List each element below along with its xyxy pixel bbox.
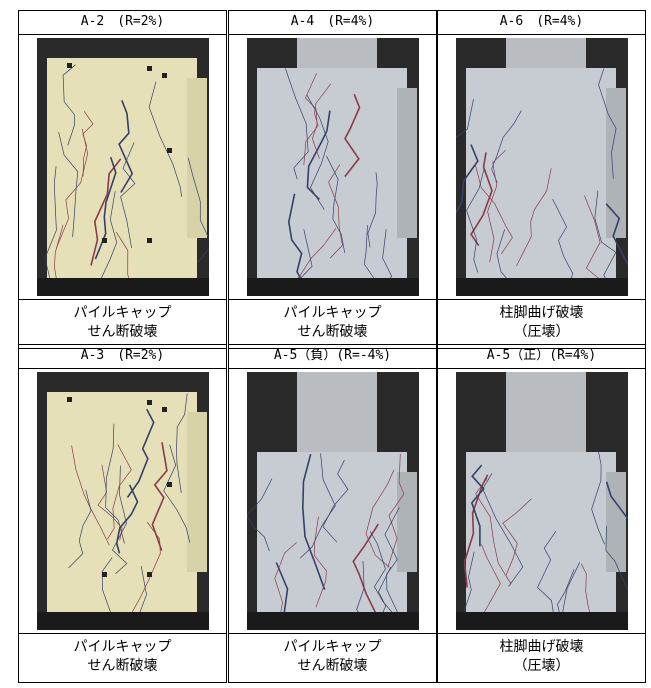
cell-caption: 柱脚曲げ破壊 （圧壊） xyxy=(438,634,645,682)
caption-line: （圧壊） xyxy=(513,324,570,340)
caption-line: せん断破壊 xyxy=(297,324,368,340)
cell-header: A-6 (R=4%) xyxy=(438,11,645,35)
cell-caption: パイルキャップ せん断破壊 xyxy=(229,634,436,682)
specimen-photo xyxy=(246,38,419,296)
specimen-photo xyxy=(246,372,419,630)
caption-line: せん断破壊 xyxy=(297,658,368,674)
photo-frame xyxy=(19,369,226,634)
table-cell: A-4 (R=4%) パイルキャップ せん断破壊 xyxy=(228,10,437,349)
cell-header: A-2 (R=2%) xyxy=(19,11,226,35)
caption-line: パイルキャップ xyxy=(73,639,172,655)
table-cell: A-2 (R=2%) パイルキャップ せん断破壊 xyxy=(18,10,227,349)
caption-line: 柱脚曲げ破壊 xyxy=(499,305,584,321)
specimen-photo xyxy=(36,372,209,630)
table-cell: A-3 (R=2%) パイルキャップ せん断破壊 xyxy=(18,344,227,683)
cell-caption: パイルキャップ せん断破壊 xyxy=(229,300,436,348)
caption-line: パイルキャップ xyxy=(283,305,382,321)
cell-header: A-5（負）(R=-4%) xyxy=(229,345,436,369)
photo-frame xyxy=(229,369,436,634)
cell-header: A-4 (R=4%) xyxy=(229,11,436,35)
cell-caption: 柱脚曲げ破壊 （圧壊） xyxy=(438,300,645,348)
cell-header: A-3 (R=2%) xyxy=(19,345,226,369)
table-cell: A-5（負）(R=-4%) パイルキャップ せん断破壊 xyxy=(228,344,437,683)
specimen-photo xyxy=(455,372,628,630)
photo-frame xyxy=(438,35,645,300)
caption-line: パイルキャップ xyxy=(73,305,172,321)
photo-frame xyxy=(19,35,226,300)
caption-line: せん断破壊 xyxy=(87,324,158,340)
specimen-photo xyxy=(455,38,628,296)
cell-caption: パイルキャップ せん断破壊 xyxy=(19,300,226,348)
caption-line: 柱脚曲げ破壊 xyxy=(499,639,584,655)
table-cell: A-6 (R=4%) 柱脚曲げ破壊 （圧壊） xyxy=(437,10,646,349)
caption-line: （圧壊） xyxy=(513,658,570,674)
caption-line: せん断破壊 xyxy=(87,658,158,674)
specimen-photo xyxy=(36,38,209,296)
table-cell: A-5（正）(R=4%) 柱脚曲げ破壊 （圧壊） xyxy=(437,344,646,683)
photo-frame xyxy=(438,369,645,634)
caption-line: パイルキャップ xyxy=(283,639,382,655)
cell-caption: パイルキャップ せん断破壊 xyxy=(19,634,226,682)
photo-frame xyxy=(229,35,436,300)
cell-header: A-5（正）(R=4%) xyxy=(438,345,645,369)
